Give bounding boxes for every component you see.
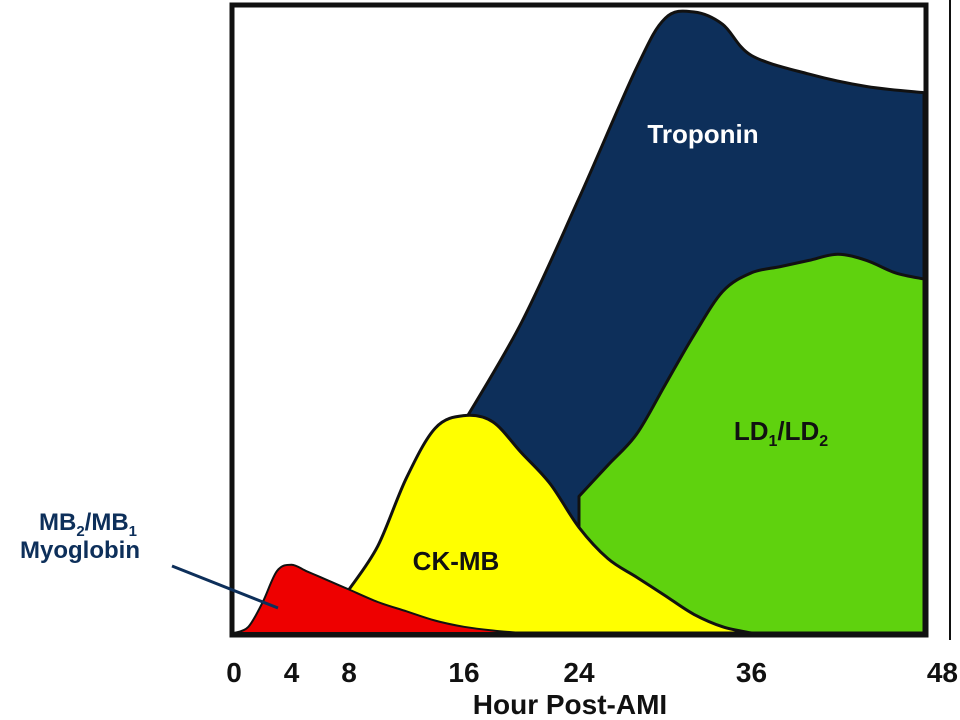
x-tick-label: 4 [284, 657, 300, 688]
ld-label-sub1: 1 [768, 433, 777, 450]
ld-label-mid: /LD [777, 416, 819, 446]
ld-label-sub2: 2 [819, 433, 828, 450]
myoglobin-callout-line1: MB2/MB1 [39, 509, 137, 540]
myoglobin-callout-line2: Myoglobin [20, 537, 140, 564]
ck-mb-area [347, 413, 753, 635]
callout-mb-mid: /MB [85, 509, 129, 536]
x-tick-label: 36 [736, 657, 767, 688]
x-tick-label: 8 [341, 657, 357, 688]
ld1-ld2-area [577, 252, 926, 635]
x-axis-title: Hour Post-AMI [473, 689, 667, 720]
x-tick-label: 16 [448, 657, 479, 688]
ld1-ld2-label: LD1/LD2 [734, 416, 828, 450]
ld-label-main: LD [734, 416, 769, 446]
x-axis-ticks: 0 4 8 16 24 36 48 [226, 657, 958, 688]
ck-mb-label: CK-MB [413, 546, 500, 576]
myoglobin-area [233, 563, 523, 634]
x-tick-label: 0 [226, 657, 242, 688]
callout-mb-main: MB [39, 509, 76, 536]
callout-mb-sub1: 2 [76, 523, 84, 540]
plot-frame [229, 2, 929, 638]
x-tick-label: 48 [927, 657, 958, 688]
myoglobin-callout-pointer [171, 564, 279, 610]
x-tick-label: 24 [563, 657, 595, 688]
callout-mb-sub2: 1 [129, 523, 137, 540]
troponin-label: Troponin [647, 119, 758, 149]
